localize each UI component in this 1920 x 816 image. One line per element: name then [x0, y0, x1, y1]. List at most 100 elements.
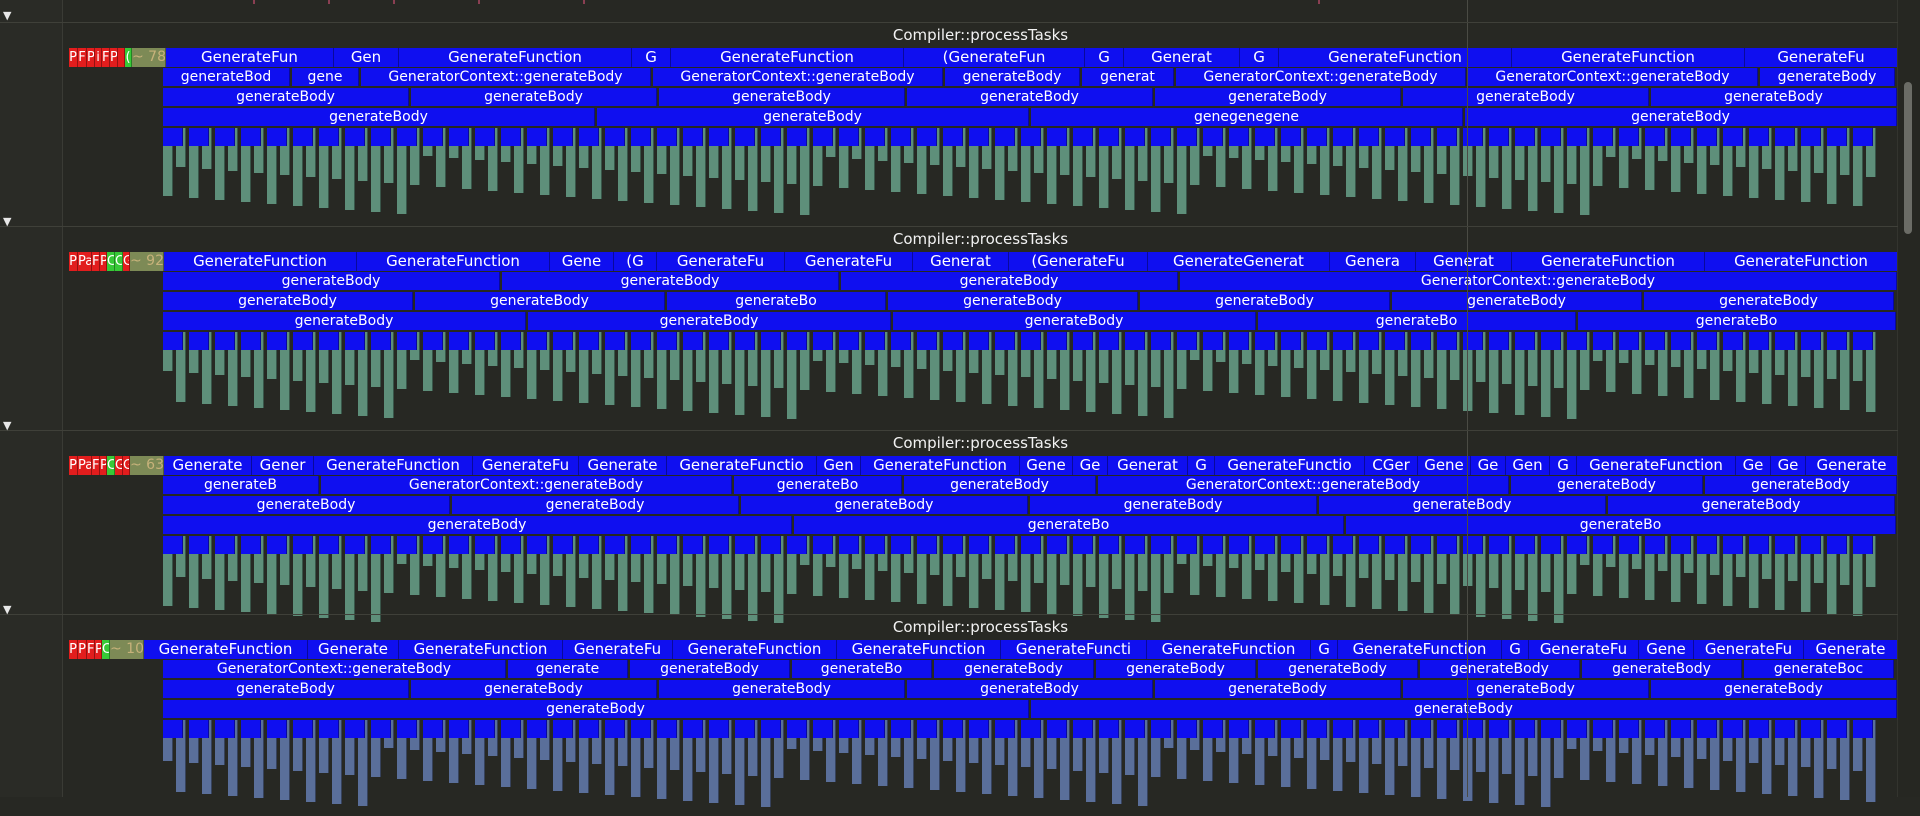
call-block[interactable]: generateBody	[411, 680, 657, 698]
call-block[interactable]: generateBody	[907, 88, 1153, 106]
call-block[interactable]: generateBody	[630, 660, 790, 678]
call-block[interactable]: generateBody	[741, 496, 1028, 514]
call-block[interactable]: generateB	[163, 476, 319, 494]
call-block[interactable]: GeneratorContext::generateBody	[1180, 272, 1897, 290]
task-chip[interactable]: P	[87, 48, 95, 67]
task-chip[interactable]: F	[92, 252, 100, 271]
function-block[interactable]: Gene	[1418, 456, 1471, 475]
function-block[interactable]: GenerateFunction	[399, 48, 632, 67]
call-block[interactable]: generateBody	[1155, 88, 1401, 106]
call-block[interactable]: generateBo	[667, 292, 886, 310]
function-block[interactable]: Ge	[1471, 456, 1506, 475]
task-chip[interactable]: C	[102, 640, 110, 659]
call-block[interactable]: generateBody	[1155, 680, 1401, 698]
call-block[interactable]: generateBody	[163, 292, 413, 310]
call-block[interactable]: generateBody	[1030, 496, 1317, 514]
call-block[interactable]: genegenegene	[1031, 108, 1463, 126]
function-block[interactable]: GenerateGenerat	[1148, 252, 1330, 271]
task-chip[interactable]: C	[107, 252, 115, 271]
task-chip[interactable]: C	[107, 456, 115, 475]
function-block[interactable]: G	[1085, 48, 1124, 67]
call-block[interactable]: generateBody	[597, 108, 1029, 126]
call-block[interactable]: GeneratorContext::generateBody	[1468, 68, 1758, 86]
call-block[interactable]: generateBody	[1651, 680, 1897, 698]
function-block[interactable]: GenerateFuncti	[1001, 640, 1147, 659]
function-block[interactable]: Generat	[1416, 252, 1512, 271]
function-block[interactable]: Generat	[1124, 48, 1240, 67]
task-chip[interactable]: P	[100, 456, 107, 475]
call-block[interactable]: generateBody	[1403, 88, 1649, 106]
task-chip[interactable]: F	[87, 640, 95, 659]
function-block[interactable]: Generate	[579, 456, 667, 475]
call-block[interactable]: generateBody	[1140, 292, 1390, 310]
function-block[interactable]: Ge	[1073, 456, 1108, 475]
function-block[interactable]: Gene	[1020, 456, 1073, 475]
call-block[interactable]: generateBo	[734, 476, 902, 494]
function-block[interactable]: GenerateFunction	[399, 640, 563, 659]
function-block[interactable]: Generat	[1108, 456, 1188, 475]
task-chip[interactable]: P	[69, 456, 78, 475]
collapse-lane-icon[interactable]: ▼	[3, 603, 12, 616]
call-block[interactable]: GeneratorContext::generateBody	[1098, 476, 1509, 494]
function-block[interactable]: GenerateFunction	[1512, 48, 1745, 67]
function-block[interactable]: G	[1188, 456, 1215, 475]
function-block[interactable]: GenerateFu	[657, 252, 785, 271]
function-block[interactable]: Gen	[1506, 456, 1550, 475]
task-chip[interactable]: P	[95, 640, 102, 659]
call-block[interactable]: generateBo	[792, 660, 932, 678]
call-block[interactable]: generateBody	[1465, 108, 1897, 126]
call-block[interactable]: generateBody	[163, 680, 409, 698]
function-block[interactable]: GenerateFunction	[357, 252, 550, 271]
task-chip[interactable]: Pa	[78, 252, 92, 271]
collapse-lane-icon[interactable]: ▼	[3, 419, 12, 432]
function-block[interactable]: GenerateFu	[1529, 640, 1639, 659]
call-block[interactable]: GeneratorContext::generateBody	[653, 68, 943, 86]
call-block[interactable]: generateBo	[1578, 312, 1896, 330]
task-chip[interactable]: G	[123, 456, 130, 475]
call-block[interactable]: GeneratorContext::generateBody	[163, 660, 506, 678]
task-chip[interactable]: G	[115, 456, 123, 475]
call-block[interactable]: generateBody	[893, 312, 1256, 330]
call-block[interactable]: gene	[292, 68, 359, 86]
function-block[interactable]: GenerateFunction	[837, 640, 1001, 659]
collapse-lane-icon[interactable]: ▼	[3, 9, 12, 22]
function-block[interactable]: Gener	[252, 456, 314, 475]
task-chip[interactable]	[118, 48, 125, 67]
call-block[interactable]: generateBody	[1511, 476, 1703, 494]
function-block[interactable]: G	[1240, 48, 1279, 67]
function-block[interactable]: G	[1550, 456, 1577, 475]
task-chip[interactable]: P	[100, 252, 107, 271]
task-chip[interactable]: F	[102, 48, 110, 67]
function-block[interactable]: GenerateFunction	[1147, 640, 1311, 659]
call-block[interactable]: generateBody	[1420, 660, 1580, 678]
call-block[interactable]: generateBody	[904, 476, 1096, 494]
function-block[interactable]: GenerateFunction	[673, 640, 837, 659]
task-chip[interactable]: Pa	[78, 456, 92, 475]
function-block[interactable]: GenerateFunction	[314, 456, 473, 475]
task-chip[interactable]: i	[95, 48, 102, 67]
function-block[interactable]: (G	[614, 252, 657, 271]
call-block[interactable]: generateBody	[1031, 700, 1897, 718]
call-block[interactable]: GeneratorContext::generateBody	[361, 68, 651, 86]
call-block[interactable]: generateBody	[659, 88, 905, 106]
call-block[interactable]: generateBody	[502, 272, 839, 290]
function-block[interactable]: Gene	[1639, 640, 1694, 659]
call-block[interactable]: generateBody	[888, 292, 1138, 310]
call-block[interactable]: generateBody	[163, 88, 409, 106]
function-block[interactable]: Generate	[1806, 456, 1898, 475]
task-chip[interactable]: P	[69, 48, 78, 67]
task-chip[interactable]: P	[69, 252, 78, 271]
call-block[interactable]: generateBody	[1608, 496, 1895, 514]
call-block[interactable]: generateBody	[163, 272, 500, 290]
function-block[interactable]: Generate	[308, 640, 399, 659]
task-chip[interactable]: (	[125, 48, 132, 67]
function-block[interactable]: (GenerateFu	[1009, 252, 1148, 271]
call-block[interactable]: GeneratorContext::generateBody	[321, 476, 732, 494]
function-block[interactable]: Genera	[1330, 252, 1416, 271]
call-block[interactable]: generateBody	[841, 272, 1178, 290]
call-block[interactable]: generateBo	[794, 516, 1344, 534]
call-block[interactable]: generateBody	[163, 496, 450, 514]
function-block[interactable]: Ge	[1736, 456, 1771, 475]
function-block[interactable]: GenerateFunction	[1279, 48, 1512, 67]
function-block[interactable]: Gen	[817, 456, 861, 475]
